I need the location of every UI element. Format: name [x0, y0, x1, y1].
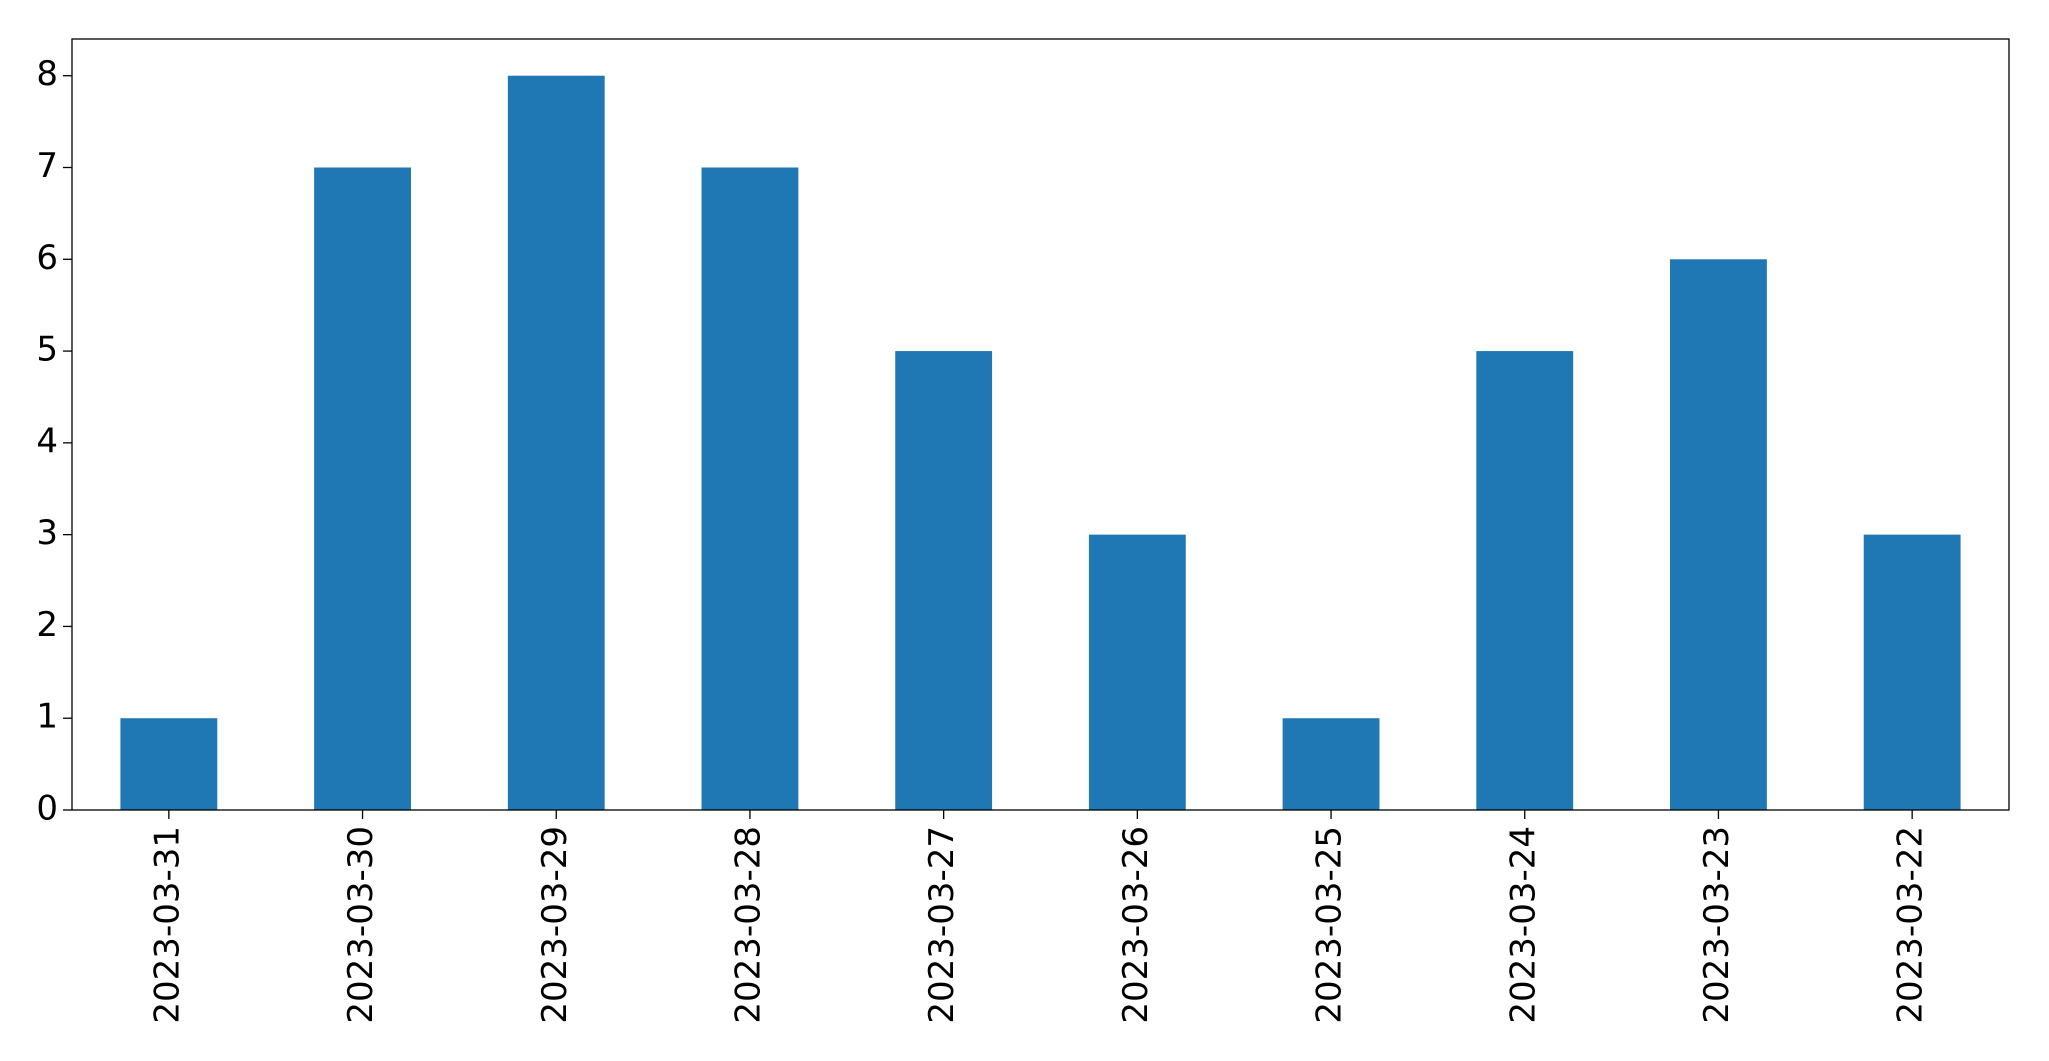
y-tick-label: 5 [36, 330, 58, 370]
y-tick-label: 3 [36, 513, 58, 553]
x-tick-label: 2023-03-22 [1891, 826, 1931, 1024]
x-tick-label: 2023-03-23 [1697, 826, 1737, 1024]
bar [1863, 534, 1961, 810]
x-tick-label: 2023-03-29 [535, 826, 575, 1024]
bar [120, 718, 218, 810]
y-tick-label: 2 [36, 605, 58, 645]
bar [895, 351, 993, 810]
x-tick-label: 2023-03-28 [728, 826, 768, 1024]
bar [701, 167, 799, 810]
y-tick-label: 6 [36, 238, 58, 278]
x-tick-label: 2023-03-25 [1310, 826, 1350, 1024]
y-tick-label: 8 [36, 54, 58, 94]
bar [1088, 534, 1186, 810]
x-tick-label: 2023-03-26 [1116, 826, 1156, 1024]
bar [1282, 718, 1380, 810]
y-tick-label: 7 [36, 146, 58, 186]
y-tick-label: 1 [36, 697, 58, 737]
y-tick-label: 0 [36, 789, 58, 829]
bar [314, 167, 411, 810]
y-tick-label: 4 [36, 421, 58, 461]
x-tick-label: 2023-03-30 [341, 826, 381, 1024]
x-tick-label: 2023-03-24 [1503, 826, 1543, 1024]
plot-frame [71, 38, 2010, 811]
x-tick-label: 2023-03-27 [922, 826, 962, 1024]
bar [507, 75, 605, 810]
bar [1670, 259, 1767, 810]
bar [1476, 351, 1574, 810]
x-tick-label: 2023-03-31 [147, 826, 187, 1024]
